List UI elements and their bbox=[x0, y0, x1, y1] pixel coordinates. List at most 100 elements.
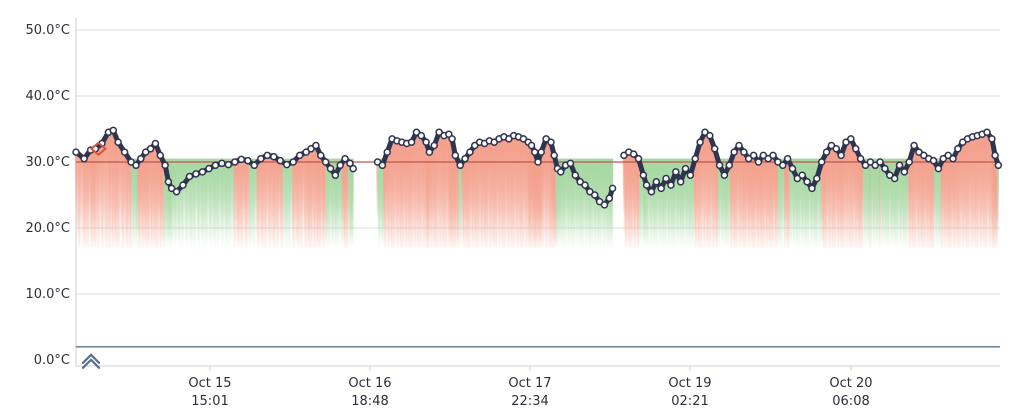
data-point bbox=[237, 155, 246, 164]
data-point bbox=[817, 158, 826, 166]
data-point bbox=[929, 156, 938, 165]
data-point bbox=[827, 141, 836, 150]
fill-streak bbox=[80, 153, 83, 222]
data-point bbox=[276, 156, 285, 165]
data-point bbox=[735, 141, 743, 150]
data-point bbox=[779, 161, 787, 170]
fill-streak bbox=[78, 152, 82, 248]
data-point bbox=[686, 171, 695, 179]
data-point bbox=[629, 150, 638, 158]
data-point bbox=[720, 171, 729, 179]
data-point bbox=[886, 171, 894, 179]
data-point bbox=[172, 187, 181, 196]
area-fill bbox=[74, 127, 1000, 248]
data-point bbox=[749, 151, 758, 160]
data-point bbox=[141, 148, 150, 156]
data-point bbox=[531, 148, 539, 156]
data-point bbox=[295, 151, 304, 160]
data-point bbox=[642, 181, 651, 189]
data-point bbox=[412, 128, 421, 137]
data-point bbox=[866, 158, 875, 166]
data-point bbox=[681, 164, 690, 173]
y-tick-label: 40.0°C bbox=[25, 89, 70, 104]
data-point bbox=[991, 151, 999, 160]
data-point bbox=[905, 158, 913, 166]
data-point bbox=[676, 178, 685, 186]
data-point bbox=[519, 135, 528, 143]
data-point bbox=[788, 164, 797, 173]
x-tick-time: 02:21 bbox=[671, 394, 708, 409]
data-point bbox=[586, 187, 594, 196]
data-point bbox=[425, 148, 434, 156]
y-tick-label: 10.0°C bbox=[25, 287, 70, 302]
data-point bbox=[161, 161, 169, 170]
data-point bbox=[605, 194, 614, 203]
data-point bbox=[571, 171, 580, 179]
baseline-marker[interactable] bbox=[81, 353, 101, 369]
data-point bbox=[657, 184, 665, 193]
data-point bbox=[331, 171, 340, 179]
data-point bbox=[289, 158, 297, 166]
data-point bbox=[80, 154, 88, 163]
data-point bbox=[949, 154, 957, 163]
data-point bbox=[994, 161, 1003, 170]
data-point bbox=[114, 138, 122, 146]
data-point bbox=[179, 181, 187, 189]
data-point bbox=[317, 151, 325, 160]
data-point bbox=[537, 148, 545, 156]
data-point bbox=[808, 184, 816, 193]
data-point bbox=[167, 184, 176, 193]
data-point bbox=[639, 171, 648, 179]
data-point bbox=[608, 184, 617, 193]
data-point bbox=[109, 126, 118, 135]
data-point bbox=[198, 168, 207, 176]
chevron-up-icon[interactable] bbox=[81, 358, 101, 369]
data-point bbox=[798, 171, 806, 179]
data-point bbox=[218, 159, 226, 168]
data-point bbox=[547, 138, 555, 146]
fill-streak bbox=[74, 148, 78, 215]
x-tick-date: Oct 19 bbox=[668, 376, 711, 391]
chevron-up-icon[interactable] bbox=[81, 353, 101, 364]
data-point bbox=[730, 148, 738, 156]
fill-streak bbox=[610, 158, 614, 248]
data-point bbox=[312, 141, 320, 150]
data-point bbox=[430, 141, 439, 150]
data-point bbox=[890, 174, 899, 183]
data-point bbox=[793, 174, 802, 183]
data-point bbox=[847, 135, 855, 143]
data-point bbox=[451, 151, 460, 160]
data-point bbox=[871, 161, 879, 170]
data-point bbox=[774, 158, 782, 166]
data-point bbox=[185, 172, 194, 181]
y-tick-label: 50.0°C bbox=[25, 23, 70, 38]
data-point bbox=[667, 181, 675, 189]
data-point bbox=[691, 154, 699, 163]
data-point bbox=[920, 151, 928, 160]
fill-streak bbox=[77, 151, 80, 248]
data-point bbox=[534, 158, 542, 166]
data-point bbox=[244, 156, 252, 165]
x-tick-time: 18:48 bbox=[351, 394, 388, 409]
data-point bbox=[373, 158, 382, 166]
data-point bbox=[282, 160, 291, 169]
data-point bbox=[192, 170, 200, 178]
data-point bbox=[461, 154, 469, 163]
data-point bbox=[954, 145, 962, 153]
fill-streak bbox=[351, 158, 354, 248]
data-point bbox=[988, 135, 996, 143]
data-point bbox=[939, 154, 948, 163]
data-point bbox=[321, 158, 330, 166]
x-tick-date: Oct 17 bbox=[508, 376, 551, 391]
data-point bbox=[346, 159, 354, 168]
fill-streak bbox=[76, 149, 79, 235]
data-point bbox=[662, 174, 670, 183]
data-point bbox=[556, 168, 565, 176]
data-point bbox=[120, 148, 129, 156]
data-point bbox=[263, 151, 272, 160]
data-point bbox=[813, 174, 821, 183]
y-tick-label: 30.0°C bbox=[25, 155, 70, 170]
data-point bbox=[620, 151, 628, 160]
data-point bbox=[336, 161, 344, 170]
data-point bbox=[231, 158, 239, 166]
